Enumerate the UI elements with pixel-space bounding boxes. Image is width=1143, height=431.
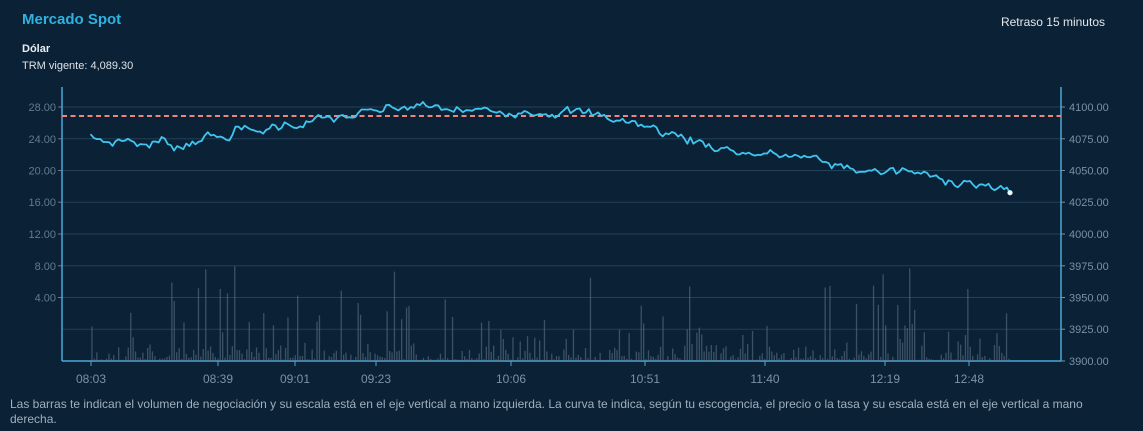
svg-text:16.00: 16.00 [28, 197, 56, 209]
svg-text:4025.00: 4025.00 [1069, 197, 1109, 209]
svg-text:4050.00: 4050.00 [1069, 166, 1109, 178]
svg-text:8.00: 8.00 [35, 261, 56, 273]
svg-text:24.00: 24.00 [28, 134, 56, 146]
svg-text:3900.00: 3900.00 [1069, 356, 1109, 368]
svg-text:12:48: 12:48 [954, 372, 984, 386]
svg-text:3975.00: 3975.00 [1069, 261, 1109, 273]
svg-text:10:06: 10:06 [496, 372, 526, 386]
svg-text:20.00: 20.00 [28, 166, 56, 178]
svg-text:10:51: 10:51 [630, 372, 660, 386]
svg-text:09:01: 09:01 [280, 372, 310, 386]
svg-text:4100.00: 4100.00 [1069, 102, 1109, 114]
svg-text:4000.00: 4000.00 [1069, 229, 1109, 241]
svg-text:08:03: 08:03 [76, 372, 106, 386]
svg-text:11:40: 11:40 [750, 372, 779, 386]
svg-text:12.00: 12.00 [28, 229, 56, 241]
svg-text:08:39: 08:39 [203, 372, 233, 386]
svg-text:09:23: 09:23 [361, 372, 391, 386]
svg-text:28.00: 28.00 [28, 102, 56, 114]
svg-text:4075.00: 4075.00 [1069, 134, 1109, 146]
svg-text:12:19: 12:19 [870, 372, 900, 386]
svg-text:3950.00: 3950.00 [1069, 293, 1109, 305]
svg-text:4.00: 4.00 [35, 293, 56, 305]
svg-text:3925.00: 3925.00 [1069, 324, 1109, 336]
